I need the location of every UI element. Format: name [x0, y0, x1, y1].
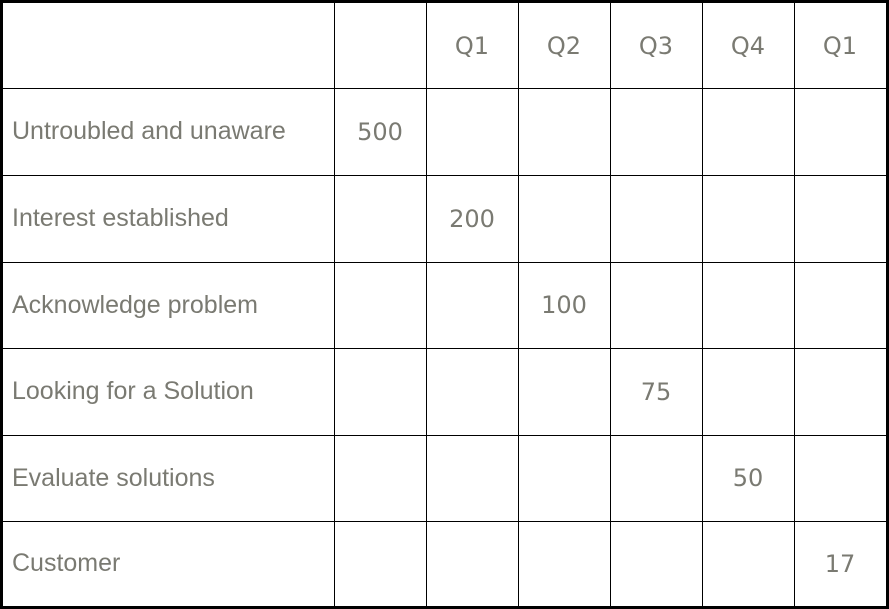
table-cell: 500 — [357, 117, 403, 146]
table-cell — [426, 88, 518, 175]
table-cell — [334, 175, 426, 262]
table-cell: 200 — [449, 204, 495, 233]
table-cell — [702, 88, 794, 175]
column-divider — [702, 3, 703, 606]
table-cell — [334, 262, 426, 348]
table-cell — [794, 348, 886, 435]
table-cell: 17 — [824, 549, 856, 578]
table-cell — [794, 88, 886, 175]
row-label: Acknowledge problem — [12, 290, 258, 319]
table-cell — [702, 262, 794, 348]
table-cell — [518, 175, 610, 262]
table-cell — [794, 175, 886, 262]
table-cell — [610, 521, 702, 606]
table-body: Q1 Q2 Q3 Q4 Q1 Untroubled and unaware 500 Inter… — [3, 3, 886, 606]
table-cell — [794, 262, 886, 348]
table-cell — [794, 435, 886, 521]
column-divider — [426, 3, 427, 606]
table-cell — [426, 435, 518, 521]
table-cell — [518, 348, 610, 435]
header-cell — [334, 3, 426, 88]
header-cell: Q1 — [822, 31, 858, 60]
row-label: Untroubled and unaware — [12, 117, 286, 145]
row-label: Customer — [12, 549, 121, 577]
column-divider — [794, 3, 795, 606]
row-label: Looking for a Solution — [12, 377, 254, 405]
header-cell: Q3 — [638, 31, 674, 60]
header-cell: Q2 — [546, 31, 582, 60]
table-cell — [610, 88, 702, 175]
table-cell — [610, 435, 702, 521]
table-cell — [426, 348, 518, 435]
table-cell — [610, 175, 702, 262]
table-cell — [610, 262, 702, 348]
table-cell: 75 — [640, 377, 672, 406]
table-cell — [518, 435, 610, 521]
row-divider — [3, 435, 886, 436]
row-divider — [3, 88, 886, 89]
row-label: Interest established — [12, 204, 229, 232]
row-divider — [3, 521, 886, 522]
header-cell: Q4 — [730, 31, 766, 60]
table-cell — [702, 175, 794, 262]
column-divider — [334, 3, 335, 606]
table-cell — [426, 262, 518, 348]
table-cell — [334, 521, 426, 606]
table-cell — [426, 521, 518, 606]
row-divider — [3, 175, 886, 176]
column-divider — [518, 3, 519, 606]
table-cell — [518, 521, 610, 606]
table-cell: 50 — [732, 464, 764, 492]
table-cell — [334, 435, 426, 521]
row-divider — [3, 262, 886, 263]
row-label: Evaluate solutions — [12, 463, 215, 492]
table-cell — [518, 88, 610, 175]
table-cell — [702, 521, 794, 606]
table-cell — [334, 348, 426, 435]
row-divider — [3, 348, 886, 349]
table-cell: 100 — [541, 291, 587, 319]
table-cell — [702, 348, 794, 435]
column-divider — [610, 3, 611, 606]
header-cell: Q1 — [454, 31, 490, 60]
header-cell — [3, 3, 334, 88]
